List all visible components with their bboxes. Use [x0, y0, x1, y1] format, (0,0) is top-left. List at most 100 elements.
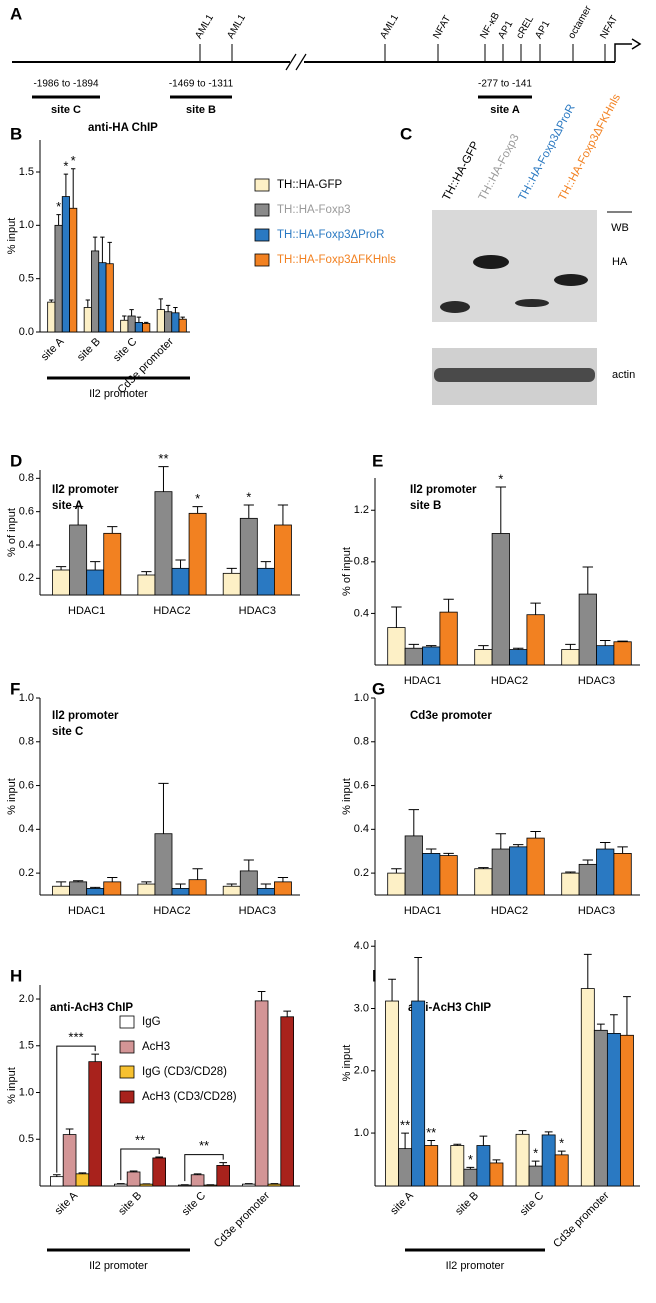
bar	[593, 1029, 608, 1187]
bar	[120, 319, 129, 333]
error-bar	[63, 173, 69, 197]
error-bar	[427, 1140, 436, 1146]
bar	[398, 1148, 413, 1187]
y-tick-label: 0.8	[354, 736, 369, 748]
error-bar	[122, 315, 127, 321]
y-tick-label: 1.0	[19, 1086, 34, 1098]
y-tick-label: 0.5	[19, 273, 34, 285]
bar	[114, 1183, 128, 1187]
bar	[54, 224, 63, 333]
element-label: cREL	[514, 14, 536, 41]
break-mark	[295, 53, 307, 71]
bar	[171, 567, 190, 596]
y-tick-label: 2.0	[19, 993, 34, 1005]
x-tick-label: HDAC1	[68, 605, 105, 617]
comparison-label: ***	[68, 1030, 83, 1045]
bar	[267, 1183, 282, 1187]
chart-title: anti-AcH3 ChIP	[50, 1002, 133, 1014]
error-bar	[617, 846, 628, 854]
chart-title: Il2 promoter	[410, 484, 477, 496]
legend-label: TH::HA-GFP	[277, 179, 342, 191]
error-bar	[277, 876, 289, 882]
bar	[69, 524, 88, 596]
panel-a: A	[10, 4, 642, 71]
bar	[83, 307, 92, 333]
blot-band	[434, 368, 595, 382]
bar	[424, 1145, 439, 1187]
chart-subtitle: site C	[52, 726, 83, 738]
bar	[134, 321, 143, 333]
x-tick-label: site A	[388, 1189, 416, 1217]
error-bar	[478, 867, 489, 869]
panel-letter: I	[372, 966, 377, 985]
bar	[561, 872, 580, 896]
error-bar	[192, 506, 203, 514]
region-range: -1986 to -1894	[33, 79, 98, 90]
panel-letter: C	[400, 124, 412, 143]
y-tick-label: 0.4	[354, 823, 369, 835]
bar	[280, 1016, 294, 1187]
error-bar	[226, 567, 237, 574]
error-bar	[478, 645, 489, 650]
error-bar	[73, 506, 84, 525]
error-bar	[226, 883, 237, 887]
element-label: AML1	[225, 12, 248, 41]
bar	[256, 567, 275, 596]
x-tick-label: site B	[116, 1190, 144, 1218]
element-label: NFAT	[431, 14, 453, 41]
x-tick-label: HDAC1	[404, 905, 441, 917]
error-bar	[599, 841, 611, 850]
y-tick-label: 3.0	[354, 1002, 369, 1014]
x-tick-label: site B	[453, 1190, 481, 1218]
comparison-label: **	[199, 1138, 209, 1153]
y-tick-label: 2.0	[354, 1065, 369, 1077]
error-bar	[495, 486, 507, 534]
y-tick-label: 0.8	[354, 556, 369, 568]
element-label: AP1	[533, 19, 552, 41]
bar	[554, 1154, 569, 1187]
error-bar	[173, 306, 178, 313]
significance: *	[63, 159, 68, 174]
error-bar	[530, 602, 541, 615]
bar	[491, 848, 510, 896]
bar	[422, 853, 441, 896]
legend-label: AcH3 (CD3/CD28)	[142, 1091, 237, 1103]
comparison-label: **	[135, 1132, 145, 1147]
lane-label: TH::HA-GFP	[441, 139, 482, 202]
error-bar	[85, 299, 90, 308]
error-bar	[512, 844, 524, 847]
bar	[61, 196, 70, 333]
bar	[561, 649, 580, 666]
error-bar	[283, 1010, 292, 1017]
significance: *	[246, 489, 251, 504]
x-tick-label: HDAC1	[404, 675, 441, 687]
bar	[580, 988, 595, 1187]
significance: *	[533, 1146, 538, 1161]
x-tick-label: HDAC1	[68, 905, 105, 917]
y-tick-label: 1.0	[354, 1127, 369, 1139]
bar	[188, 512, 207, 596]
panel-letter: D	[10, 451, 22, 470]
y-axis-label: % input	[6, 218, 18, 255]
x-tick-label: Cd3e promoter	[551, 1189, 612, 1250]
break-mark	[285, 53, 297, 71]
x-tick-label: site C	[111, 336, 139, 364]
y-tick-label: 0.6	[354, 779, 369, 791]
bar	[98, 262, 107, 333]
error-bar	[129, 1170, 138, 1172]
x-tick-label: HDAC2	[153, 905, 190, 917]
chart: F Il2 promoter site C % input 0.2 0.4 0.6 0.8 1.…	[6, 679, 300, 917]
error-bar	[52, 1174, 61, 1177]
legend-label: IgG (CD3/CD28)	[142, 1066, 227, 1078]
bar	[188, 879, 207, 896]
error-bar	[49, 299, 54, 303]
bar	[69, 207, 78, 333]
legend-swatch	[254, 228, 270, 242]
error-bar	[260, 883, 271, 889]
x-tick-label: site A	[39, 335, 67, 363]
bar	[422, 646, 441, 666]
error-bar	[401, 1132, 410, 1149]
panel-letter: F	[10, 679, 20, 698]
error-bar	[388, 978, 396, 1002]
error-bar	[71, 168, 76, 209]
